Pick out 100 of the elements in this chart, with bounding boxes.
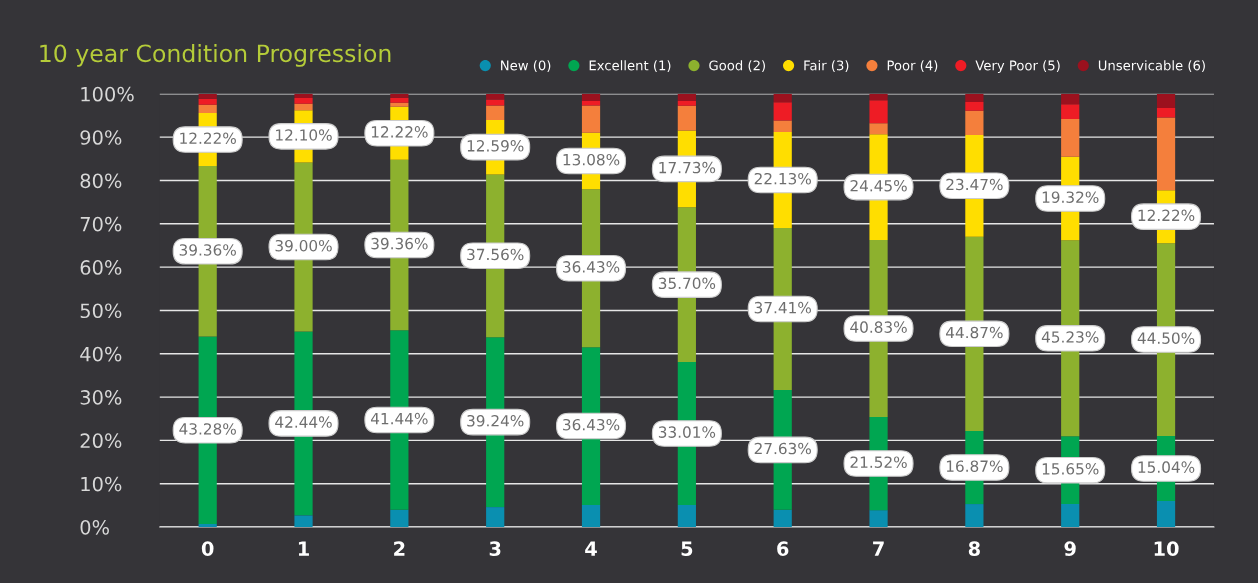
data-label: 39.00% (275, 239, 332, 252)
bar (294, 98, 313, 104)
bar (869, 510, 888, 528)
data-label: 12.22% (1138, 209, 1195, 222)
data-label: 16.87% (946, 460, 1003, 472)
data-label: 36.43% (563, 261, 620, 273)
bar (773, 120, 792, 133)
bar (1061, 118, 1080, 157)
data-label: 22.13% (754, 172, 811, 185)
data-label: 33.01% (658, 426, 716, 438)
bar (965, 110, 984, 135)
bar (390, 97, 409, 103)
bar (198, 98, 217, 105)
bar (198, 524, 217, 528)
bar (677, 504, 696, 528)
data-label: 44.50% (1137, 332, 1195, 344)
data-label: 37.41% (754, 301, 811, 314)
x-tick-label: 6 (777, 541, 789, 556)
bar (773, 102, 792, 121)
y-tick-label: 80% (80, 173, 122, 189)
bar (1061, 93, 1080, 105)
legend-label: New (0) (501, 60, 551, 72)
x-tick-label: 10 (1154, 541, 1179, 556)
data-label: 12.22% (180, 132, 236, 144)
bar (869, 100, 888, 124)
data-label: 37.56% (467, 248, 524, 261)
x-tick-label: 5 (681, 541, 693, 556)
bar (1156, 94, 1176, 108)
bar (294, 103, 313, 111)
data-label: 43.28% (179, 423, 236, 435)
data-label: 39.36% (371, 237, 428, 250)
y-tick-label: 40% (80, 346, 122, 362)
bar (677, 101, 696, 106)
x-tick-label: 1 (298, 541, 309, 556)
bar (198, 94, 217, 99)
data-label: 41.44% (370, 412, 428, 425)
data-label: 39.36% (179, 244, 236, 256)
data-label: 15.65% (1042, 463, 1099, 475)
data-label: 44.87% (946, 326, 1003, 339)
x-tick-label: 0 (201, 541, 214, 556)
x-tick-label: 3 (489, 541, 501, 556)
bar (965, 504, 984, 528)
data-label: 24.45% (850, 179, 907, 192)
x-tick-label: 7 (873, 541, 884, 556)
x-tick-label: 4 (585, 541, 597, 556)
bar (677, 93, 696, 102)
data-label: 21.52% (850, 456, 907, 468)
legend-label: Very Poor (5) (975, 60, 1060, 73)
y-tick-label: 50% (80, 303, 122, 319)
data-label: 19.32% (1042, 191, 1099, 203)
y-tick-label: 30% (80, 390, 122, 405)
y-tick-label: 0% (80, 519, 109, 535)
bar (390, 93, 409, 98)
bar (390, 102, 409, 107)
bar (390, 509, 409, 528)
bar (965, 102, 984, 111)
chart-title: 10 year Condition Progression (40, 43, 391, 67)
data-label: 36.43% (563, 418, 620, 431)
data-label: 39.24% (467, 415, 524, 427)
bar (294, 93, 313, 99)
bar (486, 507, 505, 528)
bar (581, 105, 601, 133)
bar (198, 104, 217, 114)
bar (1061, 504, 1080, 528)
bar (773, 93, 792, 103)
bar (486, 105, 505, 120)
data-label: 35.70% (658, 277, 716, 290)
data-label: 13.08% (563, 153, 620, 166)
bar (1156, 501, 1176, 528)
bar (965, 93, 984, 103)
data-label: 42.44% (275, 416, 332, 428)
y-tick-label: 90% (80, 130, 122, 145)
bar (486, 99, 505, 106)
bar (581, 101, 601, 106)
data-label: 15.04% (1138, 461, 1195, 473)
y-tick-label: 10% (81, 476, 122, 492)
data-label: 27.63% (754, 442, 811, 455)
legend-label: Poor (4) (887, 60, 938, 72)
bar (486, 93, 505, 100)
bar (773, 509, 792, 528)
data-label: 45.23% (1041, 331, 1099, 343)
data-label: 12.59% (467, 140, 524, 152)
y-tick-label: 20% (80, 433, 122, 449)
legend-label: Good (2) (709, 60, 765, 72)
bar (677, 105, 696, 131)
bar (581, 504, 601, 528)
data-label: 40.83% (850, 321, 907, 333)
y-tick-label: 60% (80, 260, 122, 275)
x-tick-label: 2 (394, 541, 405, 556)
data-label: 17.73% (659, 161, 716, 174)
legend-label: Fair (3) (804, 60, 849, 72)
data-label: 12.22% (371, 126, 428, 138)
x-tick-label: 9 (1064, 541, 1076, 556)
data-label: 12.10% (276, 129, 332, 141)
bar (1156, 117, 1176, 191)
bar (581, 93, 601, 102)
bar (1156, 107, 1176, 118)
bar (1061, 104, 1080, 119)
x-tick-label: 8 (968, 541, 980, 556)
bar (869, 123, 888, 135)
